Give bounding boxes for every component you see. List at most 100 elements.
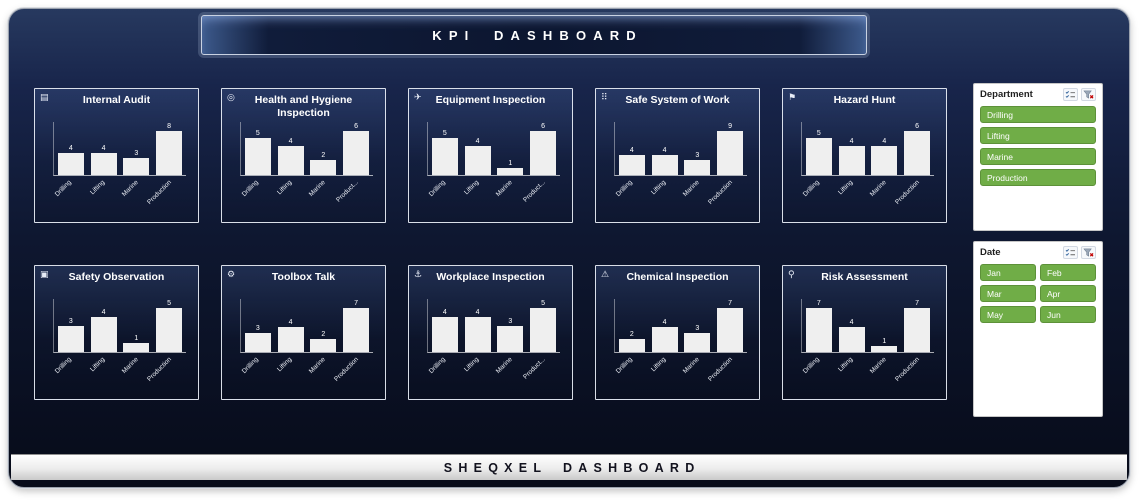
slicer-button-marine[interactable]: Marine <box>980 148 1096 165</box>
audit-icon: ▤ <box>40 92 49 102</box>
workplace-icon: ⚓ <box>414 269 423 279</box>
hazard-hunt-icon: ⚑ <box>788 92 797 102</box>
bar-value-label: 4 <box>288 138 293 145</box>
slicer-button-may[interactable]: May <box>980 306 1036 323</box>
bar-column: 6 <box>902 123 932 175</box>
x-axis-label: Lifting <box>88 356 107 374</box>
bar-value-label: 9 <box>728 123 733 130</box>
x-axis-label-slot: Product... <box>522 355 560 389</box>
x-axis-label-slot: Product... <box>522 178 560 212</box>
bar-value-label: 4 <box>629 147 634 154</box>
dashboard-frame: KPI DASHBOARD ▤ Internal Audit 4 4 3 8 Drillin… <box>8 8 1130 488</box>
chart-card: ⚓ Workplace Inspection 4 4 3 5 Drilling Lifting… <box>408 265 573 400</box>
slicer-header-icons <box>1063 88 1096 101</box>
x-axis-label: Drilling <box>614 179 634 199</box>
x-axis-label: Drilling <box>53 179 73 199</box>
toolbox-talk-icon: ⚙ <box>227 269 236 279</box>
bar-value-label: 4 <box>442 309 447 316</box>
bar-value-label: 1 <box>508 160 513 167</box>
equipment-icon: ✈ <box>414 92 422 102</box>
x-axis-label-slot: Marine <box>120 178 153 212</box>
slicer-items: Jan Feb Mar Apr May Jun <box>980 264 1096 323</box>
bar <box>343 131 370 175</box>
bar <box>871 346 898 352</box>
bar-plot: 7 4 1 7 <box>801 299 934 353</box>
bar-column: 5 <box>243 130 273 175</box>
bar <box>838 327 865 352</box>
x-axis-label-slot: Marine <box>868 355 901 389</box>
bar-value-label: 5 <box>816 130 821 137</box>
bar-plot: 4 4 3 8 <box>53 122 186 176</box>
slicer-button-mar[interactable]: Mar <box>980 285 1036 302</box>
bar <box>464 317 491 352</box>
bar-value-label: 7 <box>915 300 920 307</box>
x-axis-labels: Drilling Lifting Marine Production <box>801 355 934 389</box>
bar-column: 5 <box>528 300 558 352</box>
x-axis-label: Drilling <box>614 356 634 376</box>
x-axis-label: Marine <box>868 356 888 376</box>
slicer-button-jan[interactable]: Jan <box>980 264 1036 281</box>
x-axis-label: Drilling <box>801 179 821 199</box>
x-axis-label: Drilling <box>240 356 260 376</box>
clear-filter-icon[interactable] <box>1081 88 1096 101</box>
chemical-icon: ⚠ <box>601 269 610 279</box>
bar-column: 4 <box>650 147 680 175</box>
x-axis-label: Lifting <box>275 179 294 197</box>
chart-card: ▣ Safety Observation 3 4 1 5 Drilling Lifting Ma… <box>34 265 199 400</box>
bar-value-label: 6 <box>354 123 359 130</box>
x-axis-labels: Drilling Lifting Marine Product... <box>427 355 560 389</box>
x-axis-label-slot: Marine <box>307 355 340 389</box>
kpi-title: KPI DASHBOARD <box>432 27 643 43</box>
bar-column: 4 <box>463 138 493 175</box>
bar <box>156 131 183 175</box>
bar <box>277 146 304 175</box>
bar-column: 4 <box>276 319 306 352</box>
bar <box>431 317 458 352</box>
slicer-button-drilling[interactable]: Drilling <box>980 106 1096 123</box>
bar-column: 1 <box>870 338 900 352</box>
slicer-button-production[interactable]: Production <box>980 169 1096 186</box>
footer-bar: SHEQXEL DASHBOARD <box>11 454 1127 480</box>
multiselect-icon[interactable] <box>1063 246 1078 259</box>
chart-card: ⚙ Toolbox Talk 3 4 2 7 Drilling Lifting Marine Pr… <box>221 265 386 400</box>
bar-value-label: 2 <box>321 331 326 338</box>
bar-column: 1 <box>496 160 526 175</box>
bar-value-label: 4 <box>288 319 293 326</box>
x-axis-label-slot: Product... <box>335 178 373 212</box>
x-axis-label: Lifting <box>836 179 855 197</box>
bar <box>684 333 711 352</box>
x-axis-label-slot: Lifting <box>460 355 493 389</box>
x-axis-labels: Drilling Lifting Marine Production <box>614 178 747 212</box>
bar-column: 3 <box>683 325 713 352</box>
bar-column: 8 <box>154 123 184 175</box>
slicer-button-jun[interactable]: Jun <box>1040 306 1096 323</box>
bar <box>57 326 84 352</box>
bar-value-label: 3 <box>255 325 260 332</box>
x-axis-label-slot: Production <box>333 355 373 389</box>
bar-value-label: 4 <box>475 138 480 145</box>
x-axis-label-slot: Drilling <box>614 178 647 212</box>
x-axis-labels: Drilling Lifting Marine Production <box>801 178 934 212</box>
safe-system-icon: ⠿ <box>601 92 608 102</box>
x-axis-label: Lifting <box>649 179 668 197</box>
x-axis-label: Lifting <box>275 356 294 374</box>
bar-column: 4 <box>617 147 647 175</box>
charts-grid: ▤ Internal Audit 4 4 3 8 Drilling Lifting Marine… <box>34 88 947 400</box>
chart-title: Chemical Inspection <box>626 271 729 283</box>
slicer-button-feb[interactable]: Feb <box>1040 264 1096 281</box>
x-axis-label-slot: Production <box>146 355 186 389</box>
x-axis-label-slot: Drilling <box>240 355 273 389</box>
x-axis-label-slot: Marine <box>307 178 340 212</box>
multiselect-icon[interactable] <box>1063 88 1078 101</box>
clear-filter-icon[interactable] <box>1081 246 1096 259</box>
slicer-header-icons <box>1063 246 1096 259</box>
bar-column: 5 <box>804 130 834 175</box>
slicer-column: Department Drilling Lifting Marine Productio… <box>973 83 1103 417</box>
slicer-button-lifting[interactable]: Lifting <box>980 127 1096 144</box>
bar <box>618 155 645 175</box>
bar-plot: 3 4 1 5 <box>53 299 186 353</box>
chart-title: Toolbox Talk <box>271 271 336 283</box>
bar-value-label: 2 <box>629 331 634 338</box>
slicer-button-apr[interactable]: Apr <box>1040 285 1096 302</box>
bar-value-label: 3 <box>134 150 139 157</box>
